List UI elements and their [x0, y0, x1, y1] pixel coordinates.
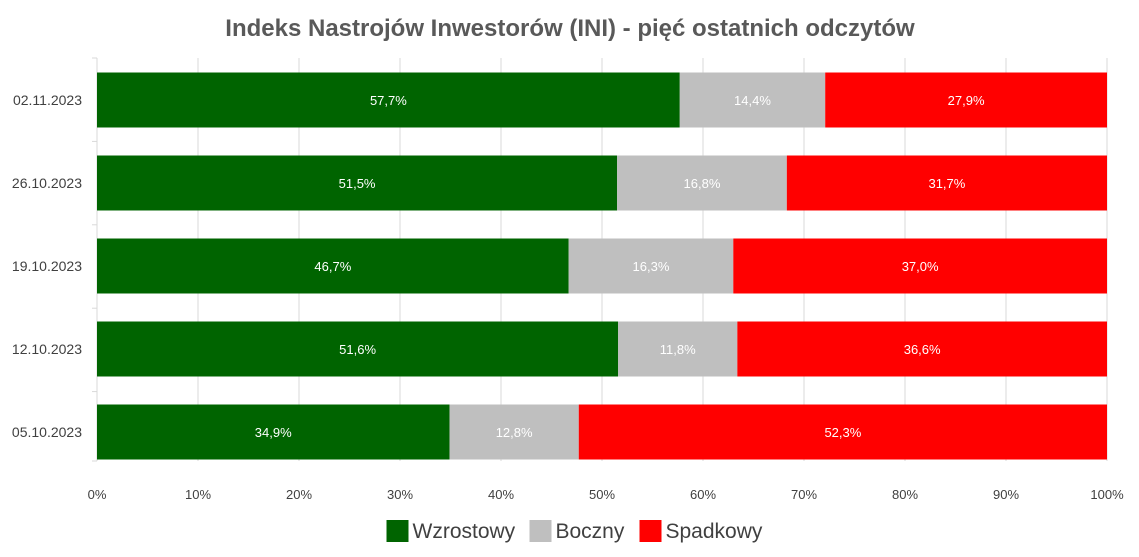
x-tick-label: 100%	[1090, 487, 1124, 502]
x-tick-label: 50%	[589, 487, 615, 502]
bar-segment	[449, 404, 579, 460]
legend-swatch	[639, 520, 662, 542]
bar-segment	[733, 238, 1107, 294]
bar-segment	[568, 238, 734, 294]
legend-label: Spadkowy	[666, 520, 763, 543]
x-tick-label: 10%	[185, 487, 211, 502]
x-tick-label: 60%	[690, 487, 716, 502]
legend-label: Boczny	[556, 520, 625, 543]
data-label: 46,7%	[314, 259, 351, 274]
x-tick-label: 70%	[791, 487, 817, 502]
x-tick-label: 40%	[488, 487, 514, 502]
data-label: 34,9%	[255, 425, 292, 440]
bar-segment	[97, 404, 450, 460]
x-tick-label: 80%	[892, 487, 918, 502]
x-tick-label: 0%	[88, 487, 107, 502]
legend-label: Wzrostowy	[413, 520, 516, 543]
data-label: 57,7%	[370, 93, 407, 108]
x-tick-label: 30%	[387, 487, 413, 502]
x-tick-label: 20%	[286, 487, 312, 502]
bar-segment	[97, 238, 569, 294]
bar-segment	[786, 155, 1107, 211]
data-label: 31,7%	[928, 176, 965, 191]
bar-segment	[97, 321, 619, 377]
category-label: 02.11.2023	[13, 92, 82, 108]
category-label: 19.10.2023	[12, 258, 82, 274]
category-label: 26.10.2023	[12, 175, 82, 191]
legend: Wzrostowy Boczny Spadkowy	[386, 520, 763, 543]
legend-swatch	[386, 520, 409, 542]
category-labels: 02.11.2023 26.10.2023 19.10.2023 12.10.2023…	[12, 92, 82, 440]
data-label: 37,0%	[902, 259, 939, 274]
data-label: 52,3%	[824, 425, 861, 440]
legend-swatch	[529, 520, 552, 542]
chart-title: Indeks Nastrojów Inwestorów (INI) - pięć…	[225, 15, 915, 42]
data-label: 27,9%	[948, 93, 985, 108]
bar-segment	[679, 72, 826, 128]
data-label: 14,4%	[734, 93, 771, 108]
data-label: 51,5%	[339, 176, 376, 191]
bar-segment	[97, 155, 618, 211]
data-label: 16,8%	[684, 176, 721, 191]
bar-segment	[97, 72, 680, 128]
bar-segment	[617, 155, 787, 211]
bar-segment	[825, 72, 1107, 128]
bar-segment	[618, 321, 738, 377]
data-label: 51,6%	[339, 342, 376, 357]
bar-segment	[737, 321, 1107, 377]
bars-area: 57,7% 14,4% 27,9% 51,5% 16,8% 31,7% 46,7% 16,3%…	[97, 72, 1107, 460]
y-axis-line	[92, 57, 98, 462]
category-label: 12.10.2023	[12, 341, 82, 357]
category-label: 05.10.2023	[12, 424, 82, 440]
data-label: 12,8%	[496, 425, 533, 440]
data-label: 16,3%	[633, 259, 670, 274]
x-axis-ticks: 0% 10% 20% 30% 40% 50% 60% 70% 80% 90% 100%	[88, 487, 1124, 502]
x-tick-label: 90%	[993, 487, 1019, 502]
data-label: 36,6%	[904, 342, 941, 357]
data-label: 11,8%	[660, 342, 696, 357]
bar-segment	[578, 404, 1107, 460]
